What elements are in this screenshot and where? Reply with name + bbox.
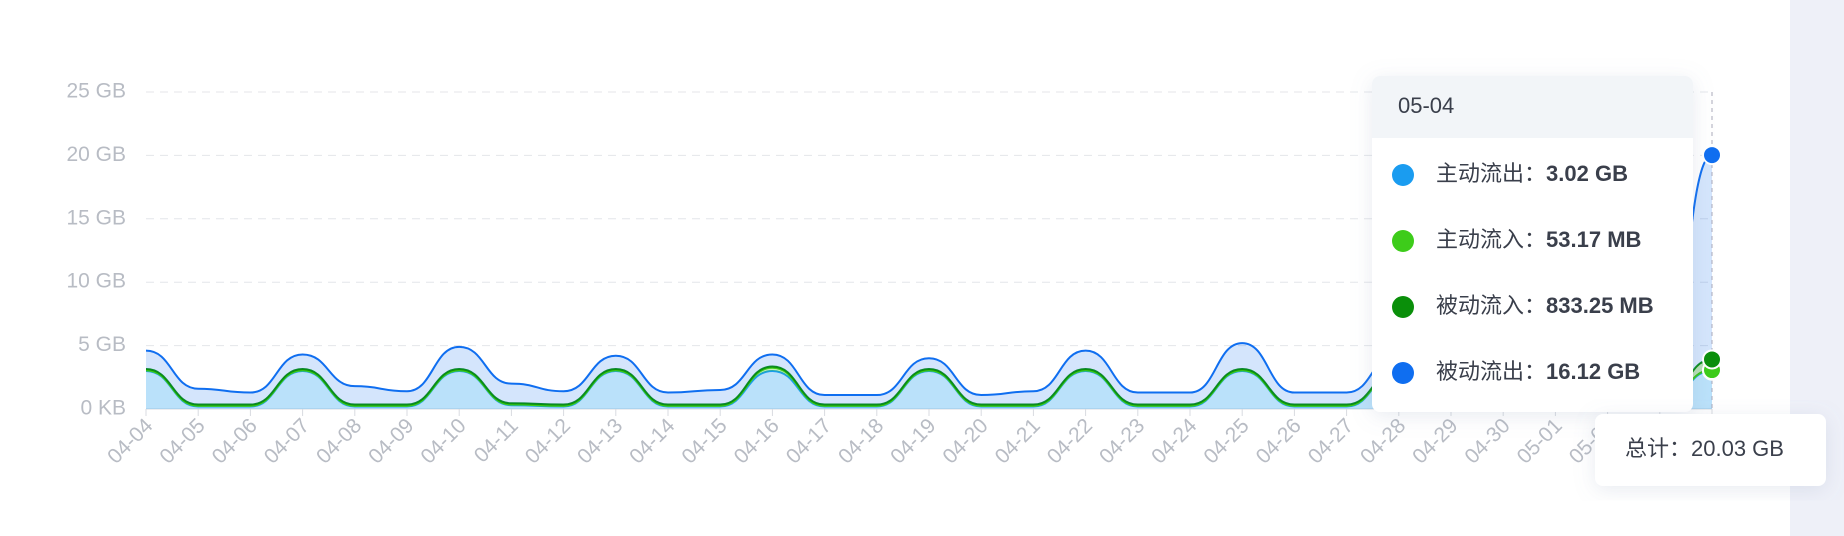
x-tick-label: 04-27 [1304,414,1358,468]
area [146,370,1712,409]
tooltip-header [1372,76,1693,138]
hover-point [1702,145,1722,166]
x-tick-label: 04-23 [1095,414,1149,468]
x-tick-label: 04-25 [1199,414,1253,468]
x-tick-label: 04-07 [260,414,314,468]
tooltip-row: 主动流入：53.17 MB [1436,227,1641,252]
tooltip-row: 被动流出：16.12 GB [1436,359,1640,384]
y-tick-label: 10 GB [66,270,126,293]
x-tick-label: 04-21 [991,414,1045,468]
x-tick-label: 04-29 [1408,414,1462,468]
x-tick-label: 04-30 [1460,414,1514,468]
x-tick-label: 04-08 [312,414,366,468]
series-value: 833.25 MB [1546,293,1654,318]
x-tick-label: 04-16 [730,414,784,468]
y-tick-label: 25 GB [66,80,126,103]
colon: ： [1524,161,1546,186]
series-value: 3.02 GB [1546,161,1628,186]
x-tick-label: 04-13 [573,414,627,468]
x-tick-label: 04-26 [1252,414,1306,468]
y-tick-label: 15 GB [66,206,126,229]
colon: ： [1524,293,1546,318]
tooltip-marker [1392,164,1414,186]
tooltip-marker [1392,362,1414,384]
y-tick-label: 0 KB [80,397,126,420]
x-tick-label: 04-14 [625,414,679,468]
y-tick-label: 5 GB [78,333,126,356]
x-tick-label: 04-04 [103,414,157,468]
x-tick-label: 04-18 [834,414,888,468]
series-name: 主动流出 [1436,161,1524,186]
colon: ： [1524,227,1546,252]
total-value: 20.03 GB [1691,436,1784,461]
tooltip-row: 被动流入：833.25 MB [1436,293,1654,318]
total: 总计：20.03 GB [1625,436,1784,461]
x-tick-label: 04-09 [364,414,418,468]
x-tick-label: 04-19 [886,414,940,468]
series-value: 16.12 GB [1546,359,1640,384]
x-tick-label: 04-06 [208,414,262,468]
y-tick-label: 20 GB [66,143,126,166]
series-name: 主动流入 [1436,227,1524,252]
x-tick-label: 04-28 [1356,414,1410,468]
series-name: 被动流出 [1436,359,1524,384]
tooltip: 05-04 总计：20.03 GB 主动流出：3.02 GB主动流入：53.17… [1372,76,1826,486]
tooltip-marker [1392,296,1414,318]
x-tick-label: 04-24 [1147,414,1201,468]
x-tick-label: 05-01 [1513,414,1567,468]
x-tick-label: 04-17 [782,414,836,468]
total-label: 总计： [1625,436,1691,461]
total-box [1595,414,1826,486]
tooltip-marker [1392,230,1414,252]
x-tick-label: 04-05 [155,414,209,468]
x-tick-label: 04-10 [416,414,470,468]
x-tick-label: 04-11 [470,414,523,467]
tooltip-row: 主动流出：3.02 GB [1436,161,1628,186]
series-name: 被动流入 [1436,293,1524,318]
x-tick-label: 04-20 [938,414,992,468]
tooltip-date: 05-04 [1398,93,1454,118]
x-tick-label: 04-22 [1043,414,1097,468]
hover-point [1702,349,1722,370]
series-value: 53.17 MB [1546,227,1641,252]
tooltip-box [1372,76,1693,412]
x-tick-label: 04-15 [677,414,731,468]
x-tick-label: 04-12 [521,414,575,468]
colon: ： [1524,359,1546,384]
